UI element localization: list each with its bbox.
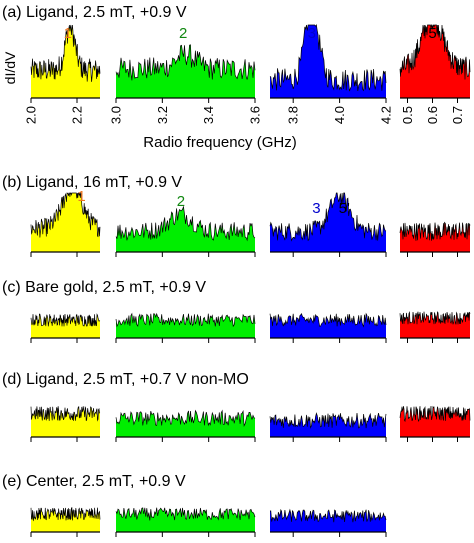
panel-title: (c) Bare gold, 2.5 mT, +0.9 V — [2, 279, 206, 296]
spectrum-trace — [30, 24, 101, 82]
spectrum-trace — [30, 405, 101, 422]
spectrum-trace — [399, 23, 471, 80]
peak-label: 3 — [312, 200, 320, 217]
spectrum-fill — [116, 206, 255, 252]
x-tick-label: 3.2 — [155, 106, 170, 124]
panel-title: (a) Ligand, 2.5 mT, +0.9 V — [2, 4, 187, 21]
spectrum-fill — [116, 410, 255, 437]
panels-layer: (a) Ligand, 2.5 mT, +0.9 V 2.0 2.2 1 3.0 3.2 3… — [2, 4, 471, 537]
panel-title: (d) Ligand, 2.5 mT, +0.7 V non-MO — [2, 371, 249, 388]
panel-c: (c) Bare gold, 2.5 mT, +0.9 V — [2, 279, 471, 343]
x-tick-label: 3.8 — [286, 106, 301, 124]
spectrum-trace — [30, 507, 101, 522]
spectrum-trace — [30, 191, 101, 238]
peak-label: 5 — [428, 25, 436, 42]
panel-title: (b) Ligand, 16 mT, +0.9 V — [2, 174, 182, 191]
spectrum-fill — [116, 44, 255, 98]
spectrum-fill — [116, 507, 255, 532]
x-tick-label: 3.6 — [248, 106, 263, 124]
x-tick-label: 0.6 — [425, 106, 440, 124]
spectrum-fill — [116, 313, 255, 338]
spectrum-fill — [270, 313, 386, 338]
x-tick-label: 4.2 — [379, 106, 394, 124]
spectrum-trace — [115, 205, 256, 242]
spectrum-trace — [115, 409, 256, 428]
spectrum-fill — [31, 507, 100, 532]
x-tick-label: 2.2 — [70, 106, 85, 124]
spectrum-fill — [31, 193, 100, 252]
x-tick-label: 3.0 — [109, 106, 124, 124]
spectrum-fill — [270, 509, 386, 532]
panel-d: (d) Ligand, 2.5 mT, +0.7 V non-MO — [2, 371, 471, 442]
spectrum-fill — [270, 193, 386, 252]
panel-a: (a) Ligand, 2.5 mT, +0.9 V 2.0 2.2 1 3.0 3.2 3… — [2, 4, 471, 124]
panel-title: (e) Center, 2.5 mT, +0.9 V — [2, 473, 186, 490]
x-tick-label: 2.0 — [24, 106, 39, 124]
spectrum-trace — [269, 508, 387, 523]
spectrum-trace — [115, 312, 256, 328]
peak-label: 3 — [308, 25, 316, 42]
y-axis-label: dI/dV — [2, 51, 18, 84]
spectrum-trace — [399, 405, 471, 423]
x-tick-label: 3.4 — [201, 106, 216, 124]
peak-label: 2 — [177, 193, 185, 210]
peak-label: 1 — [64, 25, 72, 42]
spectrum-trace — [269, 312, 387, 328]
peak-label: 1 — [77, 188, 85, 205]
panel-e: (e) Center, 2.5 mT, +0.9 V — [2, 473, 387, 537]
spectrum-trace — [269, 24, 387, 92]
spectrum-trace — [399, 221, 471, 241]
panel-b: (b) Ligand, 16 mT, +0.9 V1 2 3 5' — [2, 174, 471, 257]
spectrum-trace — [115, 44, 256, 81]
peak-label: 5' — [339, 200, 350, 217]
x-axis-label: Radio frequency (GHz) — [143, 134, 296, 151]
x-tick-label: 0.7 — [450, 106, 465, 124]
spectrum-trace — [115, 507, 256, 521]
spectrum-trace — [269, 412, 387, 429]
x-tick-label: 4.0 — [332, 106, 347, 124]
spectrum-trace — [269, 192, 387, 242]
spectrum-trace — [30, 313, 101, 327]
peak-label: 2 — [179, 25, 187, 42]
spectrum-fill — [31, 314, 100, 338]
spectrum-fill — [400, 222, 470, 252]
x-tick-label: 0.5 — [400, 106, 415, 124]
spectrum-trace — [399, 310, 471, 325]
spectrum-fill — [31, 25, 100, 98]
